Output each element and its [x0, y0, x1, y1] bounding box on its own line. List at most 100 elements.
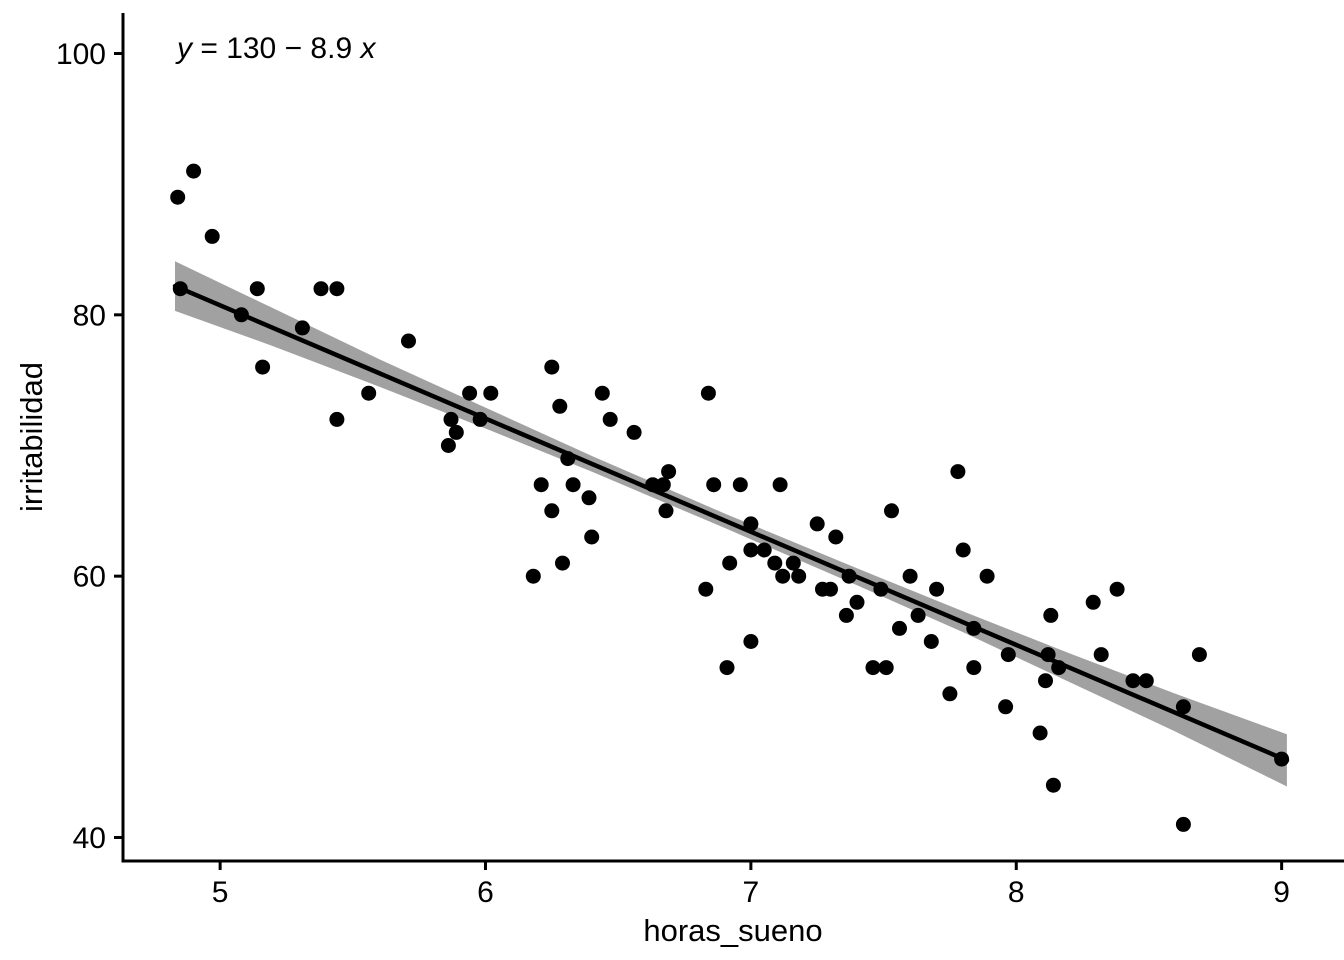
- data-point: [767, 555, 783, 571]
- data-point: [602, 411, 618, 427]
- data-point: [462, 385, 478, 401]
- x-tick-label: 6: [477, 876, 494, 909]
- data-point: [1109, 581, 1125, 597]
- data-point: [849, 594, 865, 610]
- data-point: [626, 424, 642, 440]
- data-point: [1000, 647, 1016, 663]
- data-point: [655, 477, 671, 493]
- data-point: [722, 555, 738, 571]
- data-point: [1274, 751, 1290, 767]
- data-point: [204, 228, 220, 244]
- data-point: [255, 359, 271, 375]
- data-point: [233, 307, 249, 323]
- data-point: [743, 634, 759, 649]
- data-point: [809, 516, 825, 532]
- data-point: [1175, 699, 1191, 715]
- x-tick-label: 8: [1008, 876, 1025, 909]
- y-tick-label: 60: [73, 561, 106, 594]
- data-point: [1051, 660, 1067, 676]
- data-point: [838, 607, 854, 623]
- data-point: [544, 359, 560, 375]
- data-point: [1125, 673, 1141, 689]
- data-point: [661, 464, 677, 480]
- data-point: [706, 477, 722, 493]
- data-point: [998, 699, 1014, 715]
- data-point: [313, 281, 329, 297]
- data-point: [1093, 647, 1109, 663]
- data-point: [841, 568, 857, 584]
- data-point: [1085, 594, 1101, 610]
- data-point: [772, 477, 788, 493]
- data-point: [1040, 647, 1056, 663]
- data-point: [552, 398, 568, 414]
- data-point: [892, 620, 907, 636]
- data-point: [785, 555, 801, 571]
- data-point: [823, 581, 838, 597]
- data-point: [1045, 777, 1061, 793]
- data-point: [645, 477, 661, 493]
- data-point: [658, 503, 674, 519]
- data-point: [732, 477, 748, 493]
- data-point: [172, 281, 188, 297]
- data-point: [884, 503, 899, 519]
- x-tick-labels: 5 6 7 8 9: [212, 876, 1290, 909]
- data-point: [294, 320, 310, 336]
- data-point: [1191, 647, 1207, 663]
- data-point: [533, 477, 549, 493]
- data-point: [1043, 607, 1059, 623]
- y-tick-label: 40: [73, 822, 106, 855]
- regression-line: [172, 283, 1290, 763]
- data-point: [1032, 725, 1048, 741]
- data-point: [955, 542, 971, 558]
- y-tick-labels: 40 60 80 100: [56, 38, 106, 855]
- y-axis-title: irritabilidad: [14, 362, 49, 512]
- data-point: [440, 438, 456, 453]
- scatter-points: [170, 163, 1290, 832]
- data-point: [966, 660, 982, 676]
- data-point: [950, 464, 966, 480]
- data-point: [186, 163, 202, 179]
- data-point: [249, 281, 265, 297]
- data-point: [923, 634, 939, 649]
- y-tick-label: 80: [73, 299, 106, 332]
- data-point: [1138, 673, 1154, 689]
- data-point: [700, 385, 716, 401]
- data-point: [979, 568, 995, 584]
- x-tick-label: 5: [212, 876, 229, 909]
- data-point: [448, 424, 464, 440]
- x-tick-label: 9: [1273, 876, 1290, 909]
- data-point: [1038, 673, 1053, 689]
- x-axis-title: horas_sueno: [643, 913, 822, 948]
- data-point: [594, 385, 610, 401]
- data-point: [329, 281, 345, 297]
- data-point: [472, 411, 488, 427]
- data-point: [170, 189, 186, 205]
- x-tick-label: 7: [743, 876, 760, 909]
- data-point: [483, 385, 499, 401]
- data-point: [743, 542, 759, 558]
- data-point: [902, 568, 918, 584]
- axes: [114, 13, 1344, 870]
- data-point: [873, 581, 889, 597]
- data-point: [1175, 816, 1191, 832]
- data-point: [942, 686, 958, 702]
- data-point: [361, 385, 377, 401]
- data-point: [775, 568, 791, 584]
- data-point: [878, 660, 894, 676]
- y-tick-label: 100: [56, 38, 106, 71]
- data-point: [443, 411, 459, 427]
- data-point: [828, 529, 844, 545]
- data-point: [698, 581, 714, 597]
- data-point: [966, 620, 982, 636]
- data-point: [544, 503, 560, 519]
- data-point: [584, 529, 600, 545]
- data-point: [581, 490, 597, 506]
- data-point: [565, 477, 581, 493]
- data-point: [401, 333, 416, 349]
- data-point: [525, 568, 541, 584]
- data-point: [555, 555, 570, 571]
- data-point: [743, 516, 759, 532]
- data-point: [560, 451, 576, 467]
